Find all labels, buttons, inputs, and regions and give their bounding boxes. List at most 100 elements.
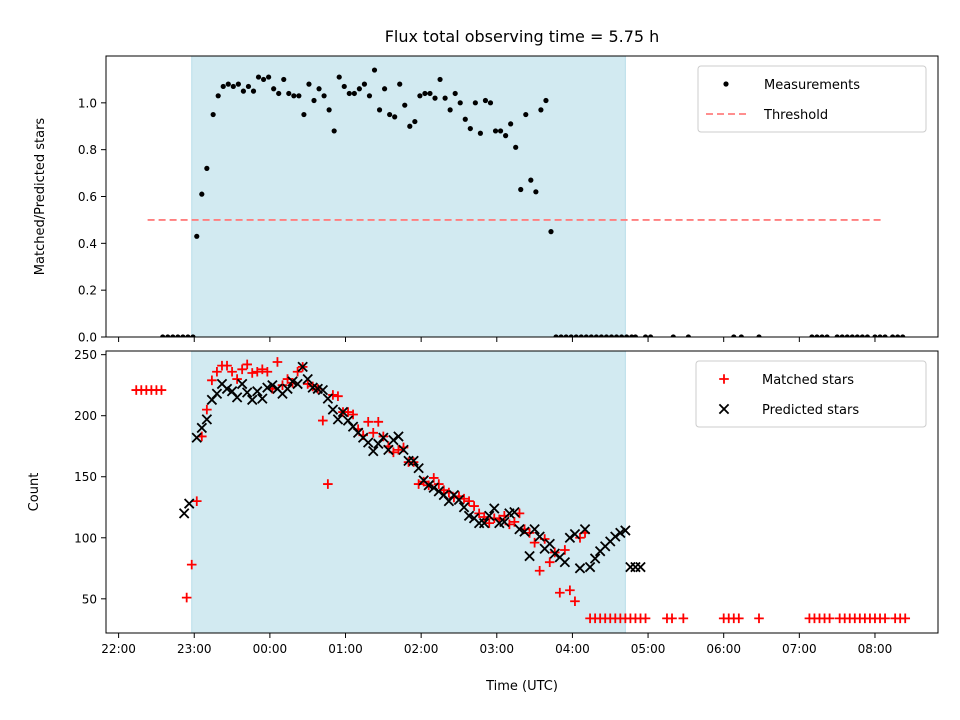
y-tick-label: 250 bbox=[74, 348, 97, 362]
predicted-star-point bbox=[453, 494, 465, 506]
measurement-point bbox=[326, 107, 332, 113]
x-tick-label: 23:00 bbox=[177, 642, 212, 656]
measurement-point bbox=[361, 81, 368, 87]
y-tick-label: 0.4 bbox=[78, 237, 97, 251]
measurement-point bbox=[583, 334, 589, 337]
matched-star-point bbox=[227, 366, 237, 377]
predicted-star-point bbox=[478, 517, 490, 529]
legend-box bbox=[695, 360, 927, 428]
predicted-star-point bbox=[241, 387, 253, 398]
predicted-star-point bbox=[529, 523, 540, 535]
predicted-star-point bbox=[489, 503, 500, 514]
measurement-point bbox=[624, 334, 630, 337]
predicted-star-point bbox=[433, 486, 445, 497]
matched-star-point bbox=[232, 374, 242, 384]
measurement-point bbox=[331, 128, 337, 134]
predicted-star-point bbox=[201, 414, 213, 425]
legend-label: Predicted stars bbox=[762, 403, 859, 418]
measurement-point bbox=[523, 111, 529, 118]
measurement-point bbox=[890, 334, 896, 337]
matched-star-point bbox=[529, 537, 540, 548]
measurement-point bbox=[412, 118, 418, 125]
matched-star-point bbox=[484, 518, 495, 528]
legend-predicted-swatch bbox=[718, 403, 730, 415]
measurement-point bbox=[513, 144, 519, 150]
measurement-point bbox=[351, 90, 357, 97]
matched-star-point bbox=[237, 364, 247, 375]
measurement-point bbox=[487, 100, 494, 106]
predicted-star-point bbox=[524, 550, 535, 562]
measurement-point bbox=[210, 111, 216, 118]
matched-star-point bbox=[212, 366, 222, 377]
predicted-star-point bbox=[282, 383, 293, 395]
x-tick-label: 22:00 bbox=[101, 642, 136, 656]
y-tick-label: 50 bbox=[82, 592, 97, 606]
measurement-point bbox=[407, 123, 413, 129]
measurement-point bbox=[895, 334, 901, 337]
matched-star-point bbox=[181, 592, 192, 603]
predicted-star-point bbox=[388, 434, 399, 446]
predicted-star-point bbox=[413, 462, 424, 474]
measurement-point bbox=[276, 90, 282, 97]
x-tick-label: 00:00 bbox=[253, 642, 288, 656]
measurement-point bbox=[573, 334, 579, 337]
legend-label: Matched stars bbox=[762, 373, 854, 388]
measurement-point bbox=[618, 334, 625, 337]
legend: Measurements Threshold bbox=[697, 65, 927, 133]
matched-star-point bbox=[373, 417, 384, 427]
x-tick-label: 05:00 bbox=[631, 642, 666, 656]
measurement-point bbox=[306, 81, 312, 87]
measurement-point bbox=[160, 334, 166, 337]
measurement-point bbox=[170, 334, 176, 337]
predicted-star-point bbox=[362, 437, 374, 448]
matched-star-point bbox=[333, 391, 343, 401]
measurement-point bbox=[553, 334, 559, 337]
predicted-star-point bbox=[332, 414, 344, 425]
x-tick-label: 08:00 bbox=[858, 642, 893, 656]
matched-star-point bbox=[328, 390, 338, 400]
predicted-star-point bbox=[297, 361, 308, 373]
measurement-point bbox=[190, 334, 196, 337]
predicted-star-point bbox=[322, 393, 334, 404]
predicted-star-point bbox=[579, 523, 591, 535]
matched-star-point bbox=[754, 613, 764, 624]
measurement-point bbox=[568, 334, 574, 337]
measurement-point bbox=[533, 189, 539, 195]
y-axis-label: Count bbox=[27, 473, 42, 512]
predicted-star-point bbox=[549, 548, 561, 559]
measurement-point bbox=[839, 334, 845, 337]
measurement-point bbox=[271, 86, 277, 92]
matched-star-point bbox=[678, 613, 689, 624]
matched-star-point bbox=[348, 409, 358, 420]
measurement-point bbox=[497, 128, 504, 134]
matched-star-point bbox=[534, 565, 545, 576]
matched-star-point bbox=[191, 496, 202, 506]
legend-label: Measurements bbox=[764, 78, 860, 93]
plot-area bbox=[147, 67, 906, 337]
predicted-star-point bbox=[292, 378, 303, 390]
measurement-point bbox=[225, 81, 231, 87]
predicted-star-point bbox=[589, 553, 601, 564]
measurement-point bbox=[260, 76, 267, 83]
predicted-star-point bbox=[559, 556, 571, 568]
measurement-point bbox=[281, 76, 287, 83]
matched-star-point bbox=[222, 360, 232, 371]
measurement-point bbox=[588, 334, 594, 337]
predicted-star-point bbox=[262, 382, 273, 393]
measurement-point bbox=[543, 97, 549, 104]
measurement-point bbox=[864, 334, 871, 337]
predicted-star-point bbox=[408, 455, 419, 467]
measurement-point bbox=[387, 111, 393, 118]
measurement-point bbox=[462, 116, 468, 122]
legend-label: Threshold bbox=[763, 108, 828, 123]
matched-star-point bbox=[186, 559, 197, 570]
matched-star-point bbox=[292, 366, 303, 377]
measurement-point bbox=[642, 334, 649, 337]
predicted-star-point bbox=[625, 561, 636, 573]
matched-star-point bbox=[202, 404, 212, 415]
matched-star-point bbox=[469, 501, 479, 511]
measurement-point bbox=[603, 334, 610, 337]
matched-star-point bbox=[880, 613, 890, 624]
matched-star-point bbox=[640, 613, 651, 624]
x-tick-label: 03:00 bbox=[479, 642, 514, 656]
